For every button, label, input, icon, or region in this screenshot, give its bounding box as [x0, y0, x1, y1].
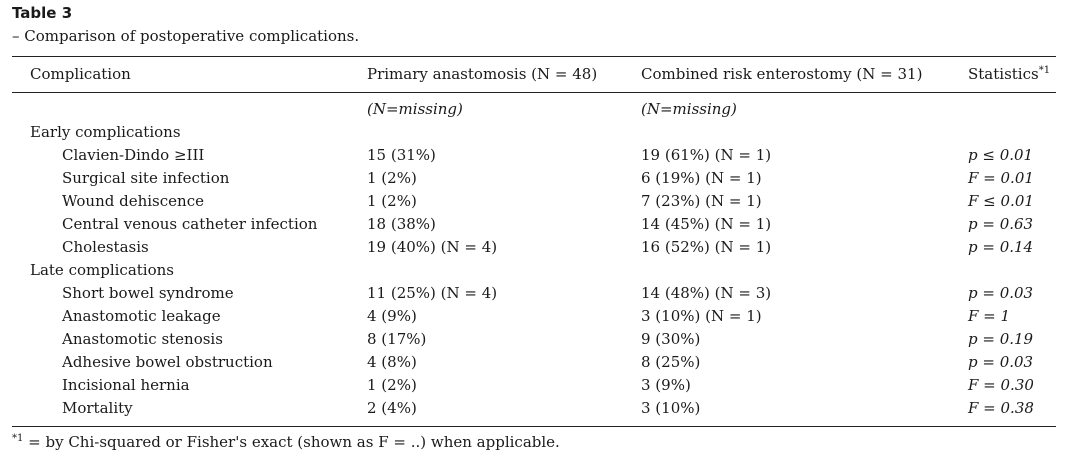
combined-value: 7 (23%) (N = 1) — [641, 192, 762, 210]
statistic-value: F = 1 — [968, 307, 1011, 325]
combined-value: 3 (9%) — [641, 376, 691, 394]
header-primary: Primary anastomosis (N = 48) — [367, 65, 598, 83]
statistic-value: F ≤ 0.01 — [968, 192, 1034, 210]
table-footnote: *1 = by Chi-squared or Fisher's exact (s… — [12, 433, 560, 451]
primary-value: 19 (40%) (N = 4) — [367, 238, 498, 256]
bottom-rule — [12, 426, 1056, 427]
subheader-primary: (N=missing) — [367, 100, 463, 118]
complication-name: Mortality — [62, 399, 133, 417]
statistic-value: p = 0.03 — [968, 284, 1034, 302]
statistic-value: p = 0.19 — [968, 330, 1034, 348]
table-row: Anastomotic leakage 4 (9%) 3 (10%) (N = 1)… — [0, 305, 1078, 327]
complication-name: Anastomotic leakage — [62, 307, 221, 325]
complication-name: Surgical site infection — [62, 169, 230, 187]
statistic-value: p = 0.03 — [968, 353, 1034, 371]
primary-value: 11 (25%) (N = 4) — [367, 284, 498, 302]
header-statistics: Statistics*1 — [968, 65, 1051, 83]
primary-value: 1 (2%) — [367, 192, 417, 210]
section-label: Early complications — [30, 123, 181, 141]
complication-name: Anastomotic stenosis — [62, 330, 223, 348]
statistic-value: F = 0.01 — [968, 169, 1034, 187]
complication-name: Wound dehiscence — [62, 192, 204, 210]
table-caption-title: Table 3 — [12, 4, 73, 22]
header-combined: Combined risk enterostomy (N = 31) — [641, 65, 923, 83]
complication-name: Adhesive bowel obstruction — [62, 353, 273, 371]
header-row: Complication Primary anastomosis (N = 48… — [0, 63, 1078, 85]
footnote-mark: *1 — [12, 433, 24, 444]
statistic-value: p ≤ 0.01 — [968, 146, 1034, 164]
table-caption-subtitle: – Comparison of postoperative complicati… — [12, 27, 360, 45]
section-label: Late complications — [30, 261, 174, 279]
subheader-combined: (N=missing) — [641, 100, 737, 118]
subheader-row: (N=missing) (N=missing) — [0, 98, 1078, 120]
primary-value: 2 (4%) — [367, 399, 417, 417]
combined-value: 3 (10%) — [641, 399, 701, 417]
statistic-value: p = 0.14 — [968, 238, 1034, 256]
combined-value: 3 (10%) (N = 1) — [641, 307, 762, 325]
table-row: Adhesive bowel obstruction 4 (8%) 8 (25%) p… — [0, 351, 1078, 373]
top-rule — [12, 56, 1056, 57]
section-row: Late complications — [0, 259, 1078, 281]
primary-value: 1 (2%) — [367, 376, 417, 394]
statistic-value: F = 0.38 — [968, 399, 1034, 417]
complication-name: Cholestasis — [62, 238, 149, 256]
primary-value: 8 (17%) — [367, 330, 427, 348]
table-row: Cholestasis 19 (40%) (N = 4) 16 (52%) (N =… — [0, 236, 1078, 258]
primary-value: 15 (31%) — [367, 146, 436, 164]
section-row: Early complications — [0, 121, 1078, 143]
combined-value: 14 (48%) (N = 3) — [641, 284, 772, 302]
table-row: Incisional hernia 1 (2%) 3 (9%) F = 0.30 — [0, 374, 1078, 396]
combined-value: 6 (19%) (N = 1) — [641, 169, 762, 187]
statistic-value: p = 0.63 — [968, 215, 1034, 233]
primary-value: 18 (38%) — [367, 215, 436, 233]
table-row: Short bowel syndrome 11 (25%) (N = 4) 14 (… — [0, 282, 1078, 304]
header-statistics-footnote-mark: *1 — [1038, 65, 1051, 76]
table-row: Clavien-Dindo ≥III 15 (31%) 19 (61%) (N = … — [0, 144, 1078, 166]
primary-value: 4 (9%) — [367, 307, 417, 325]
table-row: Wound dehiscence 1 (2%) 7 (23%) (N = 1) F ≤… — [0, 190, 1078, 212]
complication-name: Incisional hernia — [62, 376, 190, 394]
statistic-value: F = 0.30 — [968, 376, 1034, 394]
complication-name: Central venous catheter infection — [62, 215, 318, 233]
table-row: Surgical site infection 1 (2%) 6 (19%) (N … — [0, 167, 1078, 189]
combined-value: 19 (61%) (N = 1) — [641, 146, 772, 164]
table-row: Central venous catheter infection 18 (38%… — [0, 213, 1078, 235]
header-complication: Complication — [30, 65, 131, 83]
complication-name: Short bowel syndrome — [62, 284, 234, 302]
primary-value: 1 (2%) — [367, 169, 417, 187]
footnote-text: = by Chi-squared or Fisher's exact (show… — [23, 433, 560, 451]
primary-value: 4 (8%) — [367, 353, 417, 371]
header-rule — [12, 92, 1056, 93]
combined-value: 9 (30%) — [641, 330, 701, 348]
table-row: Anastomotic stenosis 8 (17%) 9 (30%) p = 0.… — [0, 328, 1078, 350]
complication-name: Clavien-Dindo ≥III — [62, 146, 205, 164]
combined-value: 8 (25%) — [641, 353, 701, 371]
combined-value: 14 (45%) (N = 1) — [641, 215, 772, 233]
combined-value: 16 (52%) (N = 1) — [641, 238, 772, 256]
table-row: Mortality 2 (4%) 3 (10%) F = 0.38 — [0, 397, 1078, 419]
